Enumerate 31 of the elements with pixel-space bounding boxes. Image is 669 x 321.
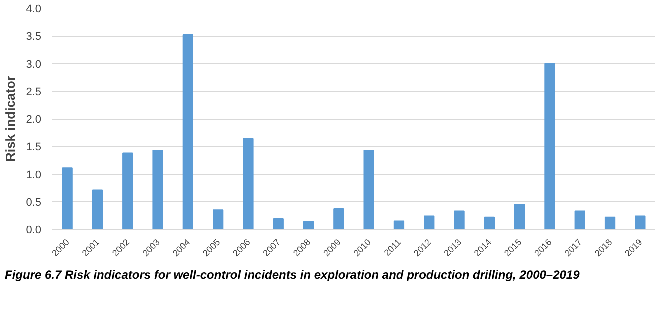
- bar: [243, 138, 254, 230]
- bar: [152, 150, 164, 230]
- y-tick-label: 1.0: [26, 169, 42, 182]
- bar: [454, 210, 465, 230]
- y-tick-label: 4.0: [26, 4, 42, 16]
- bar: [394, 220, 405, 230]
- bar: [635, 216, 646, 230]
- bar: [604, 216, 616, 230]
- bar: [424, 216, 435, 230]
- bar: [514, 204, 526, 230]
- bar: [303, 221, 314, 230]
- bar: [574, 210, 586, 230]
- bar: [334, 208, 344, 230]
- y-tick-label: 0.5: [26, 196, 42, 209]
- y-tick-label: 1.5: [26, 142, 42, 154]
- y-tick-label: 2.5: [26, 86, 42, 98]
- y-tick-label: 0.0: [26, 224, 42, 236]
- caption: Figure 6.7 Risk indicators for well-control incidents in exploration and production drilling, 2000–2019: [5, 267, 580, 284]
- bar: [213, 210, 224, 230]
- y-tick-label: 3.5: [26, 31, 42, 44]
- bar: [92, 190, 104, 230]
- y-axis-title: Risk indicator: [3, 76, 18, 162]
- bar: [544, 63, 556, 230]
- bar: [122, 152, 134, 230]
- bar: [182, 34, 194, 230]
- y-tick-label: 3.0: [26, 58, 42, 71]
- bar: [62, 168, 73, 230]
- y-tick-label: 2.0: [26, 114, 42, 126]
- bar: [364, 150, 374, 230]
- bar: [484, 216, 495, 230]
- bar: [273, 218, 284, 230]
